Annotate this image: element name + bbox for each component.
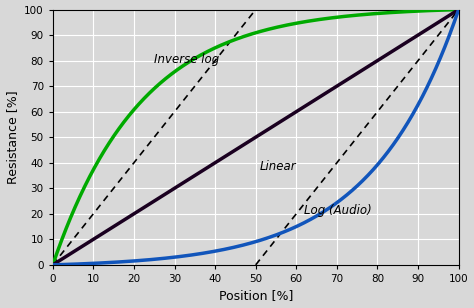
Text: Inverse log: Inverse log xyxy=(154,53,219,66)
Text: Linear: Linear xyxy=(260,160,296,173)
X-axis label: Position [%]: Position [%] xyxy=(219,290,293,302)
Text: Log (Audio): Log (Audio) xyxy=(304,204,372,217)
Y-axis label: Resistance [%]: Resistance [%] xyxy=(6,90,18,184)
